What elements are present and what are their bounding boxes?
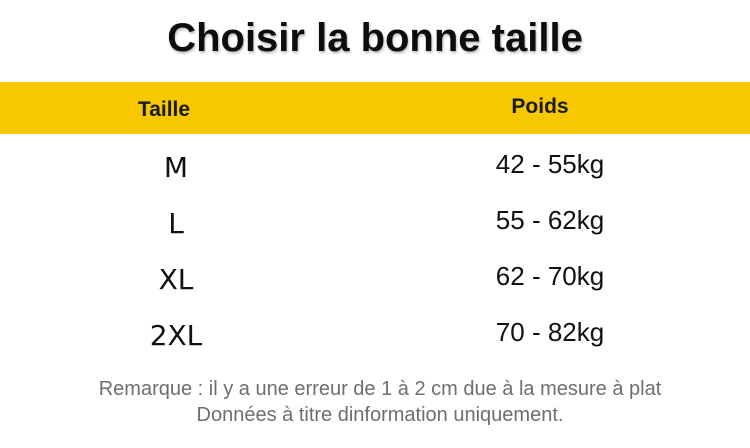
header-size: Taille (137, 98, 191, 121)
size-table-body: M 42 - 55kg L 55 - 62kg XL 62 - 70kg 2XL… (0, 136, 750, 360)
measurement-note: Remarque : il y a une erreur de 1 à 2 cm… (98, 378, 662, 400)
weight-cell: 62 - 70kg (495, 261, 605, 291)
table-row: XL 62 - 70kg (0, 248, 750, 304)
weight-cell: 42 - 55kg (495, 149, 605, 179)
size-cell: L (168, 207, 184, 240)
size-cell: 2XL (149, 319, 203, 352)
table-row: M 42 - 55kg (0, 136, 750, 192)
disclaimer-note: Données à titre dinformation uniquement. (196, 404, 564, 426)
page-title: Choisir la bonne taille (167, 16, 583, 60)
header-weight: Poids (511, 95, 569, 118)
weight-cell: 55 - 62kg (495, 205, 605, 235)
size-cell: XL (158, 263, 194, 296)
weight-cell: 70 - 82kg (495, 317, 605, 347)
table-header: Taille Poids (0, 82, 750, 134)
table-row: 2XL 70 - 82kg (0, 304, 750, 360)
size-cell: M (163, 151, 189, 184)
table-row: L 55 - 62kg (0, 192, 750, 248)
